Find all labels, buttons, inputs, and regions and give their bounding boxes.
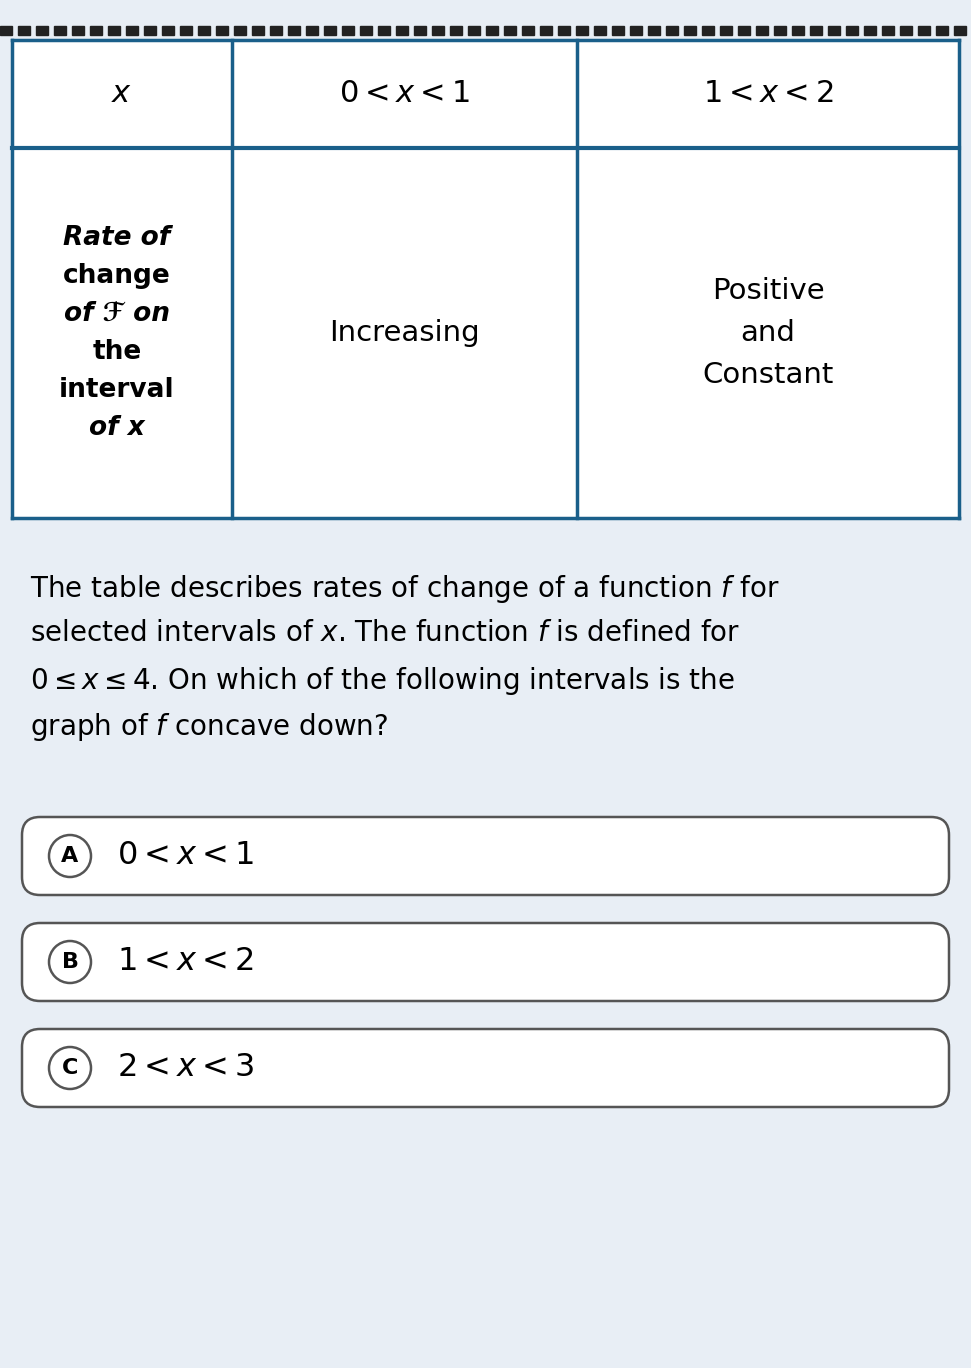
- Bar: [666, 26, 678, 34]
- Bar: [684, 26, 696, 34]
- Bar: [846, 26, 858, 34]
- Text: $1 < x < 2$: $1 < x < 2$: [117, 947, 254, 978]
- Bar: [162, 26, 174, 34]
- Bar: [198, 26, 210, 34]
- FancyBboxPatch shape: [22, 817, 949, 895]
- Text: change: change: [63, 263, 171, 289]
- Bar: [774, 26, 786, 34]
- Text: the: the: [92, 339, 142, 365]
- Bar: [900, 26, 912, 34]
- Text: Constant: Constant: [702, 361, 834, 389]
- Bar: [90, 26, 102, 34]
- Bar: [486, 26, 498, 34]
- Bar: [342, 26, 354, 34]
- Text: of x: of x: [89, 415, 145, 440]
- Text: $1 < x < 2$: $1 < x < 2$: [703, 79, 833, 108]
- Bar: [324, 26, 336, 34]
- FancyBboxPatch shape: [22, 1029, 949, 1107]
- FancyBboxPatch shape: [22, 923, 949, 1001]
- Text: $0 < x < 1$: $0 < x < 1$: [117, 840, 254, 871]
- Bar: [450, 26, 462, 34]
- Bar: [612, 26, 624, 34]
- Bar: [252, 26, 264, 34]
- Bar: [828, 26, 840, 34]
- Bar: [720, 26, 732, 34]
- Text: B: B: [61, 952, 79, 973]
- Text: interval: interval: [59, 378, 175, 404]
- Bar: [108, 26, 120, 34]
- Text: Increasing: Increasing: [329, 319, 480, 347]
- Bar: [594, 26, 606, 34]
- Bar: [756, 26, 768, 34]
- Bar: [36, 26, 48, 34]
- Bar: [936, 26, 948, 34]
- Bar: [522, 26, 534, 34]
- Bar: [738, 26, 750, 34]
- Bar: [468, 26, 480, 34]
- Bar: [396, 26, 408, 34]
- Bar: [180, 26, 192, 34]
- Bar: [72, 26, 84, 34]
- Text: of ℱ on: of ℱ on: [64, 301, 170, 327]
- Text: $0 \leq x \leq 4$. On which of the following intervals is the: $0 \leq x \leq 4$. On which of the follo…: [30, 665, 735, 698]
- Bar: [432, 26, 444, 34]
- Bar: [504, 26, 516, 34]
- Text: $x$: $x$: [112, 79, 133, 108]
- Text: Positive: Positive: [712, 276, 824, 305]
- Bar: [558, 26, 570, 34]
- Bar: [882, 26, 894, 34]
- Bar: [360, 26, 372, 34]
- Text: $0 < x < 1$: $0 < x < 1$: [339, 79, 470, 108]
- Bar: [270, 26, 282, 34]
- Bar: [0, 26, 12, 34]
- Text: The table describes rates of change of a function $f$ for: The table describes rates of change of a…: [30, 573, 780, 605]
- Bar: [792, 26, 804, 34]
- Text: and: and: [741, 319, 795, 347]
- Bar: [630, 26, 642, 34]
- Text: C: C: [62, 1057, 79, 1078]
- Bar: [648, 26, 660, 34]
- Bar: [702, 26, 714, 34]
- Circle shape: [49, 941, 91, 984]
- Text: Rate of: Rate of: [63, 224, 171, 250]
- Bar: [288, 26, 300, 34]
- Text: A: A: [61, 845, 79, 866]
- Bar: [144, 26, 156, 34]
- Circle shape: [49, 834, 91, 877]
- Bar: [378, 26, 390, 34]
- Bar: [18, 26, 30, 34]
- Text: $2 < x < 3$: $2 < x < 3$: [117, 1052, 254, 1083]
- Bar: [540, 26, 552, 34]
- Bar: [306, 26, 318, 34]
- Bar: [12, 40, 959, 518]
- Bar: [234, 26, 246, 34]
- Bar: [216, 26, 228, 34]
- Bar: [810, 26, 822, 34]
- Text: graph of $f$ concave down?: graph of $f$ concave down?: [30, 711, 388, 743]
- Text: selected intervals of $x$. The function $f$ is defined for: selected intervals of $x$. The function …: [30, 618, 740, 647]
- Bar: [54, 26, 66, 34]
- Bar: [864, 26, 876, 34]
- Circle shape: [49, 1047, 91, 1089]
- Bar: [126, 26, 138, 34]
- Bar: [918, 26, 930, 34]
- Bar: [576, 26, 588, 34]
- Bar: [954, 26, 966, 34]
- Bar: [414, 26, 426, 34]
